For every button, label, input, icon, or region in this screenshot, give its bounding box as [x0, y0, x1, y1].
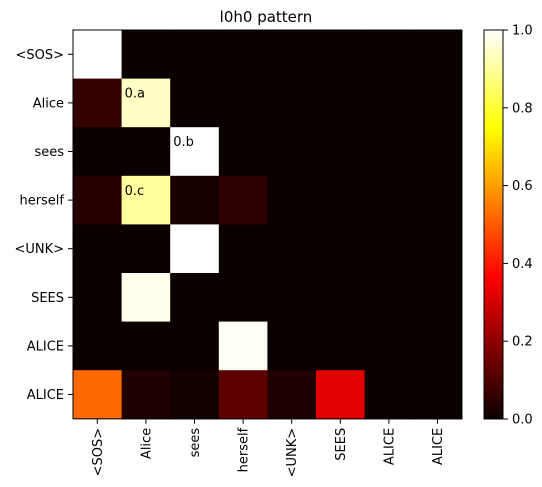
heatmap-cell	[267, 370, 316, 419]
heatmap-cell	[267, 79, 316, 128]
heatmap-cell	[170, 224, 219, 273]
heatmap-cell	[413, 322, 462, 371]
heatmap-cell	[267, 30, 316, 79]
heatmap-cell	[219, 322, 268, 371]
y-tick-label: herself	[19, 194, 64, 209]
heatmap-cell	[219, 224, 268, 273]
y-tick-label: sees	[34, 145, 64, 160]
cell-annotation: 0.b	[173, 135, 194, 150]
x-tick-label: ALICE	[382, 428, 397, 465]
heatmap-cell	[170, 370, 219, 419]
heatmap-cell	[365, 79, 414, 128]
cell-annotation: 0.a	[125, 87, 145, 102]
heatmap-cell	[413, 370, 462, 419]
heatmap-cell	[73, 176, 122, 225]
heatmap-cell	[413, 176, 462, 225]
x-tick-label: SEES	[334, 428, 349, 461]
heatmap-cell	[365, 176, 414, 225]
heatmap-cell	[316, 273, 365, 322]
heatmap-area: <SOS> Alice sees herself <UNK> SEES ALICE ALICE…	[14, 30, 462, 477]
heatmap-cell	[122, 127, 171, 176]
heatmap-cell	[267, 322, 316, 371]
y-tick-label: <SOS>	[15, 48, 64, 63]
heatmap-cell	[316, 322, 365, 371]
heatmap-cell	[73, 370, 122, 419]
heatmap-cell	[219, 176, 268, 225]
heatmap-cell	[316, 79, 365, 128]
heatmap-cell	[170, 79, 219, 128]
heatmap-cell	[73, 79, 122, 128]
heatmap-cell	[170, 273, 219, 322]
cell-annotation: 0.c	[125, 184, 145, 199]
heatmap-cell	[365, 322, 414, 371]
colorbar-tick-label: 0.4	[512, 257, 533, 272]
colorbar-tick-label: 0.2	[512, 335, 533, 350]
heatmap-cell	[365, 273, 414, 322]
heatmap-cell	[122, 30, 171, 79]
y-tick-label: ALICE	[27, 388, 64, 403]
y-tick-label: Alice	[33, 96, 64, 111]
heatmap-cell	[170, 176, 219, 225]
x-tick-label: ALICE	[431, 428, 446, 465]
colorbar-tick-label: 0.6	[512, 179, 533, 194]
heatmap-cell	[73, 224, 122, 273]
heatmap-cell	[316, 176, 365, 225]
heatmap-cell	[413, 127, 462, 176]
heatmap-cell	[365, 30, 414, 79]
heatmap-cell	[219, 30, 268, 79]
heatmap-cell	[219, 273, 268, 322]
heatmap-cell	[316, 30, 365, 79]
heatmap-cell	[122, 224, 171, 273]
heatmap-cell	[316, 370, 365, 419]
heatmap-cell	[122, 370, 171, 419]
heatmap-cell	[267, 273, 316, 322]
heatmap-cell	[267, 176, 316, 225]
heatmap-cell	[365, 224, 414, 273]
heatmap-cell	[365, 370, 414, 419]
colorbar-tick-label: 1.0	[512, 24, 533, 39]
colorbar-tick-label: 0.8	[512, 101, 533, 116]
x-tick-label: sees	[188, 428, 203, 458]
heatmap-cell	[219, 79, 268, 128]
y-tick-label: ALICE	[27, 339, 64, 354]
colorbar: 0.0 0.2 0.4 0.6 0.8 1.0	[484, 24, 533, 428]
heatmap-cell	[316, 127, 365, 176]
heatmap-cell	[219, 370, 268, 419]
heatmap-cell	[122, 273, 171, 322]
heatmap-cell	[413, 79, 462, 128]
heatmap-cell	[413, 30, 462, 79]
heatmap-cell	[413, 224, 462, 273]
x-tick-label: Alice	[139, 428, 154, 459]
heatmap-cell	[73, 273, 122, 322]
heatmap-cell	[413, 273, 462, 322]
heatmap-cell	[170, 30, 219, 79]
x-tick-label: <UNK>	[285, 428, 300, 478]
heatmap-cell	[365, 127, 414, 176]
y-tick-label: SEES	[31, 291, 64, 306]
heatmap-cell	[73, 30, 122, 79]
heatmap-cell	[170, 322, 219, 371]
x-tick-label: <SOS>	[91, 428, 106, 477]
colorbar-gradient	[484, 30, 503, 419]
heatmap-cell	[267, 127, 316, 176]
heatmap-cell	[73, 322, 122, 371]
chart-title: l0h0 pattern	[220, 8, 313, 26]
heatmap-cell	[73, 127, 122, 176]
heatmap-cell	[316, 224, 365, 273]
heatmap-cell	[219, 127, 268, 176]
colorbar-tick-label: 0.0	[512, 413, 533, 428]
x-tick-label: herself	[237, 427, 252, 472]
heatmap-cell	[122, 322, 171, 371]
heatmap-cell	[267, 224, 316, 273]
y-tick-label: <UNK>	[14, 242, 64, 257]
